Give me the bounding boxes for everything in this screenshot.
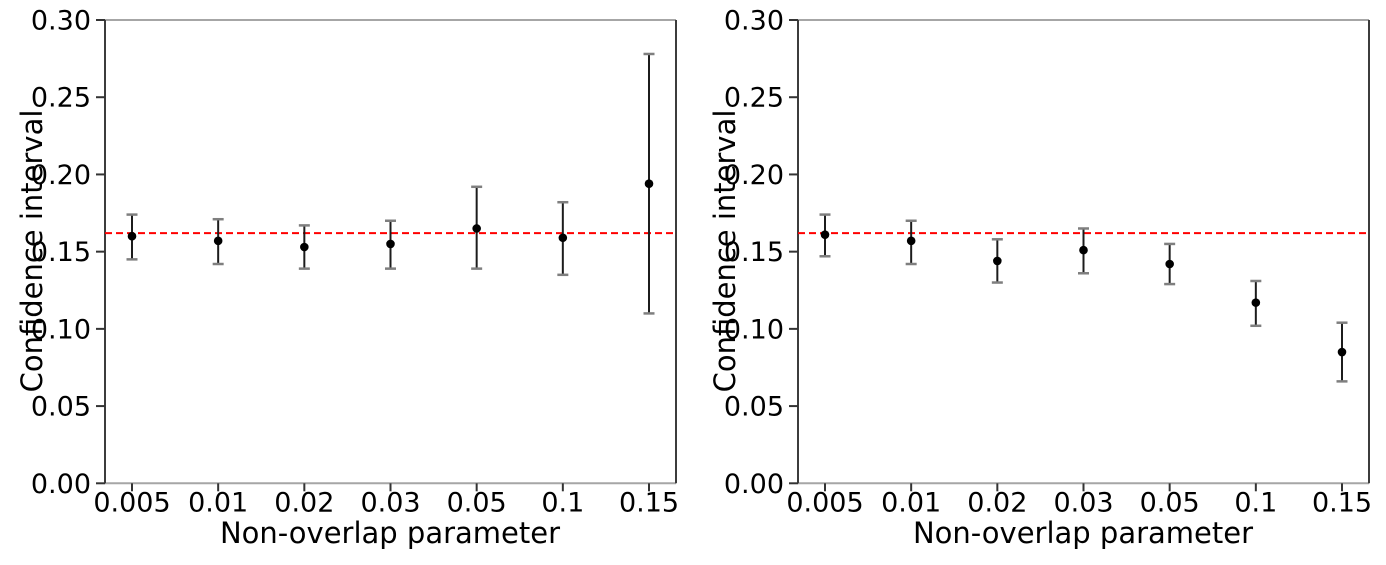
x-axis-label: Non-overlap parameter <box>219 516 561 550</box>
y-axis-tick-label: 0.10 <box>31 314 91 345</box>
y-axis-tick-label: 0.25 <box>31 83 91 114</box>
right-errorbar-chart: 0.00 0.05 0.10 0.15 0.20 0.25 0.30 0.005 0.01 0.0… <box>724 5 1372 518</box>
y-axis-tick-label: 0.15 <box>724 237 784 268</box>
data-point-marker <box>1165 259 1174 269</box>
x-axis-tick-label: 0.01 <box>881 487 941 518</box>
y-axis-tick-label: 0.00 <box>724 469 784 500</box>
x-axis-tick-label: 0.05 <box>447 487 507 518</box>
x-axis-tick-label: 0.03 <box>360 487 420 518</box>
data-point-marker <box>386 239 395 249</box>
data-point-marker <box>644 179 654 188</box>
x-axis-tick-label: 0.15 <box>619 487 679 518</box>
x-axis-tick-label: 0.02 <box>967 487 1027 518</box>
x-axis-tick-label: 0.01 <box>188 487 248 518</box>
y-axis-tick-label: 0.00 <box>31 469 91 500</box>
x-axis-tick-label: 0.1 <box>1234 487 1277 518</box>
data-point-marker <box>1337 347 1347 357</box>
data-point-marker <box>213 236 223 246</box>
right-errorbar-panel: 0.00 0.05 0.10 0.15 0.20 0.25 0.30 0.005 0.01 0.0… <box>693 0 1386 565</box>
x-axis-tick-label: 0.005 <box>786 487 863 518</box>
data-point-marker <box>820 230 830 239</box>
y-axis-tick-label: 0.05 <box>31 392 91 423</box>
x-axis-tick-label: 0.1 <box>541 487 584 518</box>
y-axis-tick-label: 0.20 <box>724 160 784 191</box>
x-axis-tick-label: 0.03 <box>1053 487 1113 518</box>
y-axis-tick-label: 0.15 <box>31 237 91 268</box>
left-errorbar-panel: 0.00 0.05 0.10 0.15 0.20 0.25 0.30 0.005 0.01 0.0… <box>15 5 679 550</box>
y-axis-tick-label: 0.05 <box>724 392 784 423</box>
y-axis-tick-label: 0.30 <box>31 5 91 36</box>
x-axis-tick-label: 0.05 <box>1140 487 1200 518</box>
y-axis-label: Confidence interval <box>15 109 49 393</box>
y-axis-tick-label: 0.20 <box>31 160 91 191</box>
data-point-marker <box>472 224 481 233</box>
y-axis-tick-label: 0.25 <box>724 83 784 114</box>
x-axis-tick-label: 0.005 <box>93 487 170 518</box>
data-point-marker <box>1251 298 1261 307</box>
left-errorbar-chart: 0.00 0.05 0.10 0.15 0.20 0.25 0.30 0.005 0.01 0.0… <box>31 5 679 518</box>
x-axis-tick-label: 0.15 <box>1312 487 1372 518</box>
data-point-marker <box>127 231 137 241</box>
data-point-marker <box>906 236 916 246</box>
data-point-marker <box>993 256 1002 266</box>
x-axis-label: Non-overlap parameter <box>912 516 1254 550</box>
y-axis-tick-label: 0.10 <box>724 314 784 345</box>
y-axis-label: Confidence interval <box>708 109 742 393</box>
x-axis-tick-label: 0.02 <box>274 487 334 518</box>
data-point-marker <box>300 242 309 252</box>
data-point-marker <box>1079 245 1088 255</box>
data-point-marker <box>558 233 568 243</box>
y-axis-tick-label: 0.30 <box>724 5 784 36</box>
